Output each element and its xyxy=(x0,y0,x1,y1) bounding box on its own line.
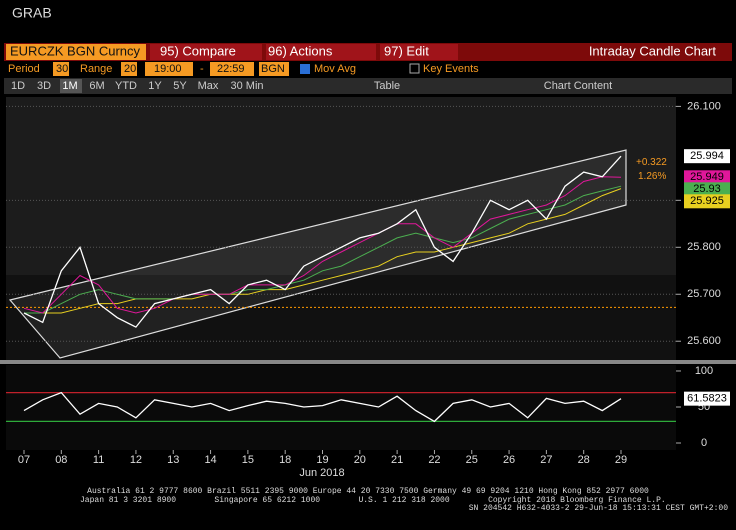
x-tick-label: 22 xyxy=(428,454,440,466)
x-tick-label: 15 xyxy=(242,454,254,466)
key-events[interactable]: Key Events xyxy=(423,63,479,75)
key-events-checkbox[interactable] xyxy=(409,63,420,74)
last-value-box xyxy=(684,391,730,406)
start-box[interactable] xyxy=(145,62,193,76)
y-tick-label: 100 xyxy=(695,365,713,377)
footer-line: Australia 61 2 9777 8600 Brazil 5511 239… xyxy=(87,487,649,496)
range-box[interactable] xyxy=(121,62,137,76)
actions-button[interactable] xyxy=(266,44,376,60)
moving-average xyxy=(24,188,622,314)
mov-avg[interactable]: Mov Avg xyxy=(314,63,356,75)
x-tick-label: 21 xyxy=(391,454,403,466)
last-value-label: 25.949 xyxy=(690,171,724,183)
range-button[interactable]: 5Y xyxy=(173,80,187,92)
plot-area xyxy=(6,97,676,275)
x-tick-label: 29 xyxy=(615,454,627,466)
change-label: +0.322 xyxy=(636,157,667,168)
edit[interactable]: 97) Edit xyxy=(384,43,429,58)
range[interactable]: 20 xyxy=(124,63,136,75)
x-tick-label: 07 xyxy=(18,454,30,466)
x-tick-label: 26 xyxy=(503,454,515,466)
range-button[interactable]: YTD xyxy=(115,80,137,92)
period-label: Period xyxy=(8,63,40,75)
change-pct-label: 1.26% xyxy=(638,171,666,182)
last-value-label: 25.994 xyxy=(690,150,724,162)
window-title: GRAB xyxy=(12,5,52,21)
button-active[interactable] xyxy=(60,79,82,93)
y-tick-label: 26.100 xyxy=(687,100,721,112)
end[interactable]: 22:59 xyxy=(217,63,245,75)
x-tick-label: 14 xyxy=(204,454,216,466)
y-tick-label: 25.800 xyxy=(687,241,721,253)
footer-line: Japan 81 3 3201 8900 Singapore 65 6212 1… xyxy=(80,496,666,505)
x-tick-label: 13 xyxy=(167,454,179,466)
moving-average xyxy=(24,185,622,314)
last-value-box xyxy=(684,194,730,209)
actions[interactable]: 96) Actions xyxy=(268,43,333,58)
y-tick-label: 25.700 xyxy=(687,288,721,300)
edit-button[interactable] xyxy=(380,44,458,60)
period-box[interactable] xyxy=(53,62,69,76)
range-label: Range xyxy=(80,63,112,75)
end-box[interactable] xyxy=(210,62,254,76)
source-box[interactable] xyxy=(259,62,289,76)
range-button[interactable]: 30 Min xyxy=(230,80,263,92)
source[interactable]: BGN xyxy=(261,63,285,75)
range-button[interactable]: 6M xyxy=(89,80,104,92)
security[interactable]: EURCZK BGN Curncy xyxy=(10,43,141,58)
last-value-box xyxy=(684,149,730,164)
security-box[interactable] xyxy=(6,44,146,60)
x-tick-label: 08 xyxy=(55,454,67,466)
range-button[interactable]: 1Y xyxy=(148,80,162,92)
footer-line: SN 204542 H632-4033-2 29-Jun-18 15:13:31… xyxy=(469,504,728,513)
range-button[interactable]: 1M xyxy=(62,80,77,92)
compare[interactable]: 95) Compare xyxy=(160,43,236,58)
range-button[interactable]: Chart Content xyxy=(544,80,612,92)
last-value-label: 25.93 xyxy=(693,183,721,195)
x-tick-label: 18 xyxy=(279,454,291,466)
last-value-box xyxy=(684,170,730,185)
x-tick-label: 12 xyxy=(130,454,142,466)
range-button[interactable]: 1D xyxy=(11,80,25,92)
x-tick-label: 25 xyxy=(466,454,478,466)
chart-name: Intraday Candle Chart xyxy=(589,43,717,58)
panel-divider xyxy=(0,360,736,364)
period[interactable]: 30 xyxy=(56,63,68,75)
price-line xyxy=(23,155,622,328)
y-tick-label: 0 xyxy=(701,437,707,449)
y-tick-label: 25.600 xyxy=(687,335,721,347)
button-row xyxy=(4,78,732,94)
last-value-box xyxy=(684,182,730,197)
rsi-area xyxy=(6,365,676,450)
compare-button[interactable] xyxy=(150,44,262,60)
x-tick-label: 11 xyxy=(93,454,104,466)
x-tick-label: 28 xyxy=(578,454,590,466)
range-button[interactable]: Max xyxy=(198,80,219,92)
range-button[interactable]: 3D xyxy=(37,80,51,92)
dash: - xyxy=(200,63,204,75)
moving-average xyxy=(23,176,622,314)
x-tick-label: 20 xyxy=(354,454,366,466)
x-tick-label: 19 xyxy=(316,454,328,466)
range-button[interactable]: Table xyxy=(374,80,400,92)
last-value-label: 61.5823 xyxy=(687,393,727,405)
start[interactable]: 19:00 xyxy=(154,63,182,75)
x-axis-label: Jun 2018 xyxy=(299,467,344,479)
last-value-label: 25.925 xyxy=(690,195,724,207)
x-tick-label: 27 xyxy=(540,454,552,466)
mov-avg-checkbox[interactable] xyxy=(300,64,310,74)
price-line xyxy=(23,391,622,423)
